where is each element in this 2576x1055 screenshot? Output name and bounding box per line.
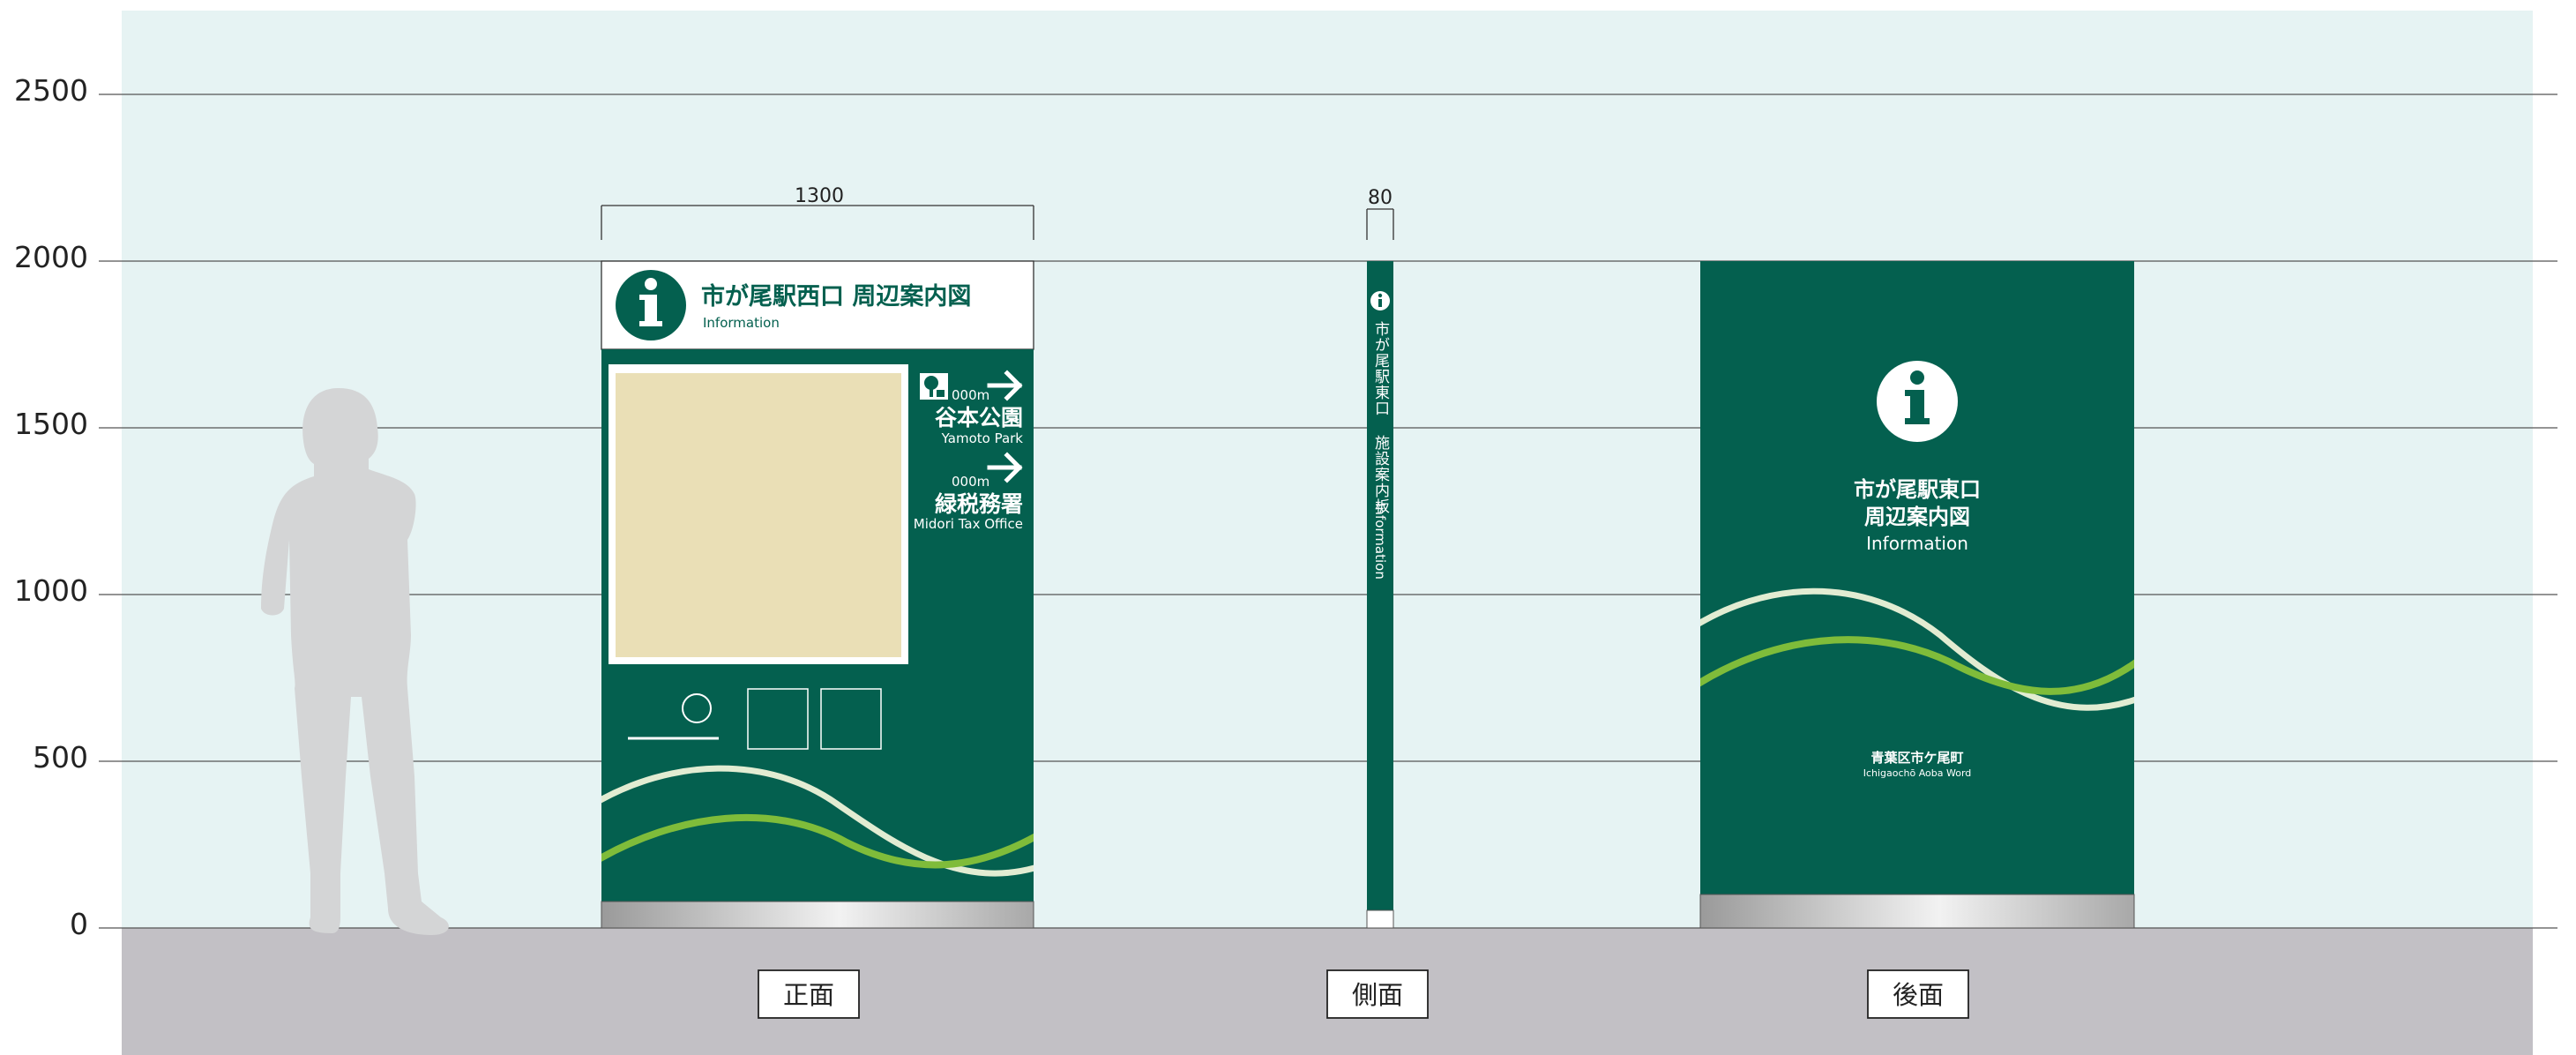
- front-box-placeholder-1: [747, 688, 809, 750]
- back-sign: 市が尾駅東口 周辺案内図 Information 青葉区市ケ尾町 Ichigao…: [1699, 261, 2135, 929]
- info-icon: [1877, 361, 1958, 442]
- dimension-front: [601, 205, 1034, 240]
- side-body: [1367, 261, 1393, 910]
- direction-name-en-1: Yamoto Park: [941, 430, 1024, 446]
- tick-label-2000: 2000: [14, 240, 88, 274]
- front-base: [601, 901, 1034, 929]
- back-wave-light: [1700, 587, 2134, 711]
- sky-background: [122, 11, 2533, 928]
- back-body: [1700, 261, 2134, 894]
- dimension-side: [1366, 208, 1394, 240]
- back-title-line2: 周辺案内図: [1864, 505, 1970, 529]
- front-header: [601, 260, 1034, 350]
- front-circle-placeholder: [682, 693, 712, 723]
- back-subtitle: Information: [1866, 533, 1968, 554]
- dimension-label-side: 80: [1368, 187, 1393, 209]
- tick-label-2500: 2500: [14, 73, 88, 108]
- side-vertical-title: 市が尾駅東口 施設案内板: [1371, 321, 1390, 514]
- front-wave-green: [601, 813, 1034, 869]
- height-grid: [99, 94, 2557, 929]
- front-box-placeholder-2: [820, 688, 882, 750]
- view-label-front-text: 正面: [783, 980, 834, 1010]
- back-base: [1699, 894, 2135, 929]
- side-sign: 80 市が尾駅東口 施設案内板 Information: [1366, 187, 1394, 929]
- tick-label-1500: 1500: [14, 407, 88, 441]
- direction-distance-1: 000m: [952, 387, 989, 403]
- view-label-back-text: 後面: [1893, 980, 1944, 1010]
- tick-label-500: 500: [33, 740, 88, 774]
- back-waves: [1700, 587, 2134, 711]
- back-footer-en: Ichigaochō Aoba Word: [1863, 767, 1972, 779]
- direction-distance-2: 000m: [952, 474, 989, 490]
- side-base: [1366, 909, 1394, 929]
- arrow-right-icon: [987, 452, 1023, 483]
- view-label-side: 側面: [1326, 969, 1429, 1019]
- back-footer: 青葉区市ケ尾町: [1870, 750, 1963, 766]
- dimension-label-front: 1300: [795, 185, 844, 207]
- park-icon: [920, 373, 948, 400]
- front-sign: 1300 市が尾駅西口 周辺案内図 Information 000m: [601, 185, 1034, 929]
- front-wave-light: [601, 765, 1034, 877]
- view-label-back: 後面: [1867, 969, 1969, 1019]
- person-silhouette: [261, 388, 449, 935]
- back-wave-green: [1700, 636, 2134, 695]
- front-title: 市が尾駅西口 周辺案内図: [701, 282, 971, 311]
- front-map-area: [616, 373, 901, 657]
- info-icon: [1370, 291, 1390, 311]
- front-waves: [601, 765, 1034, 877]
- front-subtitle: Information: [703, 315, 780, 331]
- side-vertical-subtitle: Information: [1372, 503, 1388, 580]
- view-label-front: 正面: [758, 969, 860, 1019]
- direction-name-1: 谷本公園: [935, 405, 1023, 430]
- direction-name-2: 緑税務署: [935, 491, 1023, 517]
- tick-label-0: 0: [70, 907, 88, 941]
- info-icon: [616, 270, 686, 340]
- view-label-side-text: 側面: [1352, 980, 1403, 1010]
- direction-name-en-2: Midori Tax Office: [914, 516, 1023, 532]
- arrow-right-icon: [987, 370, 1023, 401]
- tick-label-1000: 1000: [14, 573, 88, 608]
- back-title-line1: 市が尾駅東口: [1854, 477, 1981, 502]
